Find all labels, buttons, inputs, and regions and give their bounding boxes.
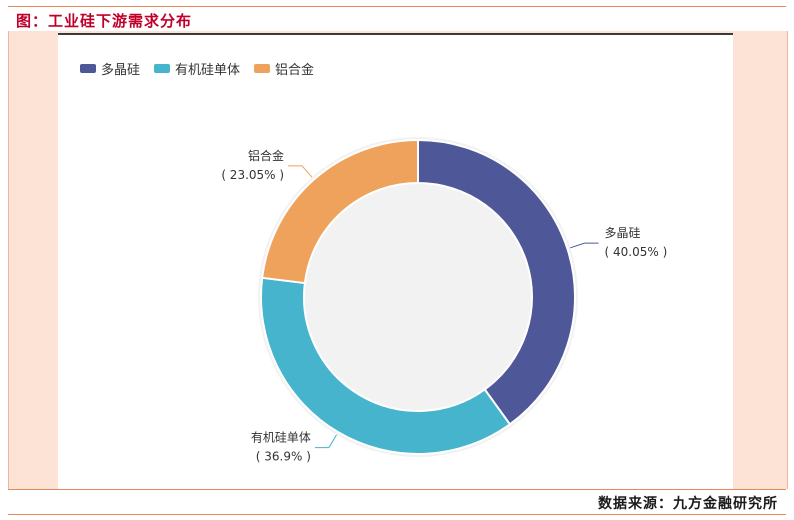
slice-value-silicone-monomer: ( 36.9% ) bbox=[256, 450, 311, 464]
legend-swatch-aluminum-alloy bbox=[254, 64, 271, 73]
legend-label-aluminum-alloy: 铝合金 bbox=[275, 63, 315, 78]
chart-legend: 多晶硅 有机硅单体 铝合金 bbox=[80, 59, 314, 78]
donut-chart: 多晶硅 ( 40.05% ) 有机硅单体 ( 36.9% ) 铝合金 ( 23.05% ) bbox=[221, 137, 668, 464]
figure-title: 图：工业硅下游需求分布 bbox=[16, 12, 193, 30]
slice-aluminum-alloy[interactable] bbox=[261, 138, 419, 285]
legend-item-silicone-monomer[interactable]: 有机硅单体 bbox=[154, 59, 240, 78]
leader-line-polysilicon bbox=[570, 242, 599, 249]
legend-label-polysilicon: 多晶硅 bbox=[101, 63, 141, 78]
legend-item-polysilicon[interactable]: 多晶硅 bbox=[80, 59, 140, 78]
leader-line-silicone-monomer bbox=[314, 434, 337, 449]
slice-label-polysilicon: 多晶硅 bbox=[605, 226, 641, 240]
legend-swatch-silicone-monomer bbox=[154, 64, 171, 73]
slice-value-polysilicon: ( 40.05% ) bbox=[605, 245, 668, 259]
slice-polysilicon[interactable] bbox=[417, 138, 576, 426]
legend-item-aluminum-alloy[interactable]: 铝合金 bbox=[254, 59, 314, 78]
slice-label-silicone-monomer: 有机硅单体 bbox=[251, 431, 311, 445]
legend-swatch-polysilicon bbox=[80, 64, 96, 73]
footer-bar: 数据来源：九方金融研究所 bbox=[8, 489, 786, 515]
chart-panel: 多晶硅 有机硅单体 铝合金 多晶硅 ( 40.05% ) 有机硅单体 ( 36.9% … bbox=[58, 33, 733, 490]
legend-label-silicone-monomer: 有机硅单体 bbox=[175, 63, 241, 78]
slice-silicone-monomer[interactable] bbox=[260, 276, 512, 455]
data-source: 数据来源：九方金融研究所 bbox=[598, 496, 778, 512]
donut-shadow bbox=[258, 137, 578, 457]
slice-value-aluminum-alloy: ( 23.05% ) bbox=[221, 168, 284, 182]
title-bar: 图：工业硅下游需求分布 bbox=[8, 6, 786, 32]
leader-line-aluminum-alloy bbox=[288, 165, 313, 178]
slice-label-aluminum-alloy: 铝合金 bbox=[248, 148, 284, 163]
